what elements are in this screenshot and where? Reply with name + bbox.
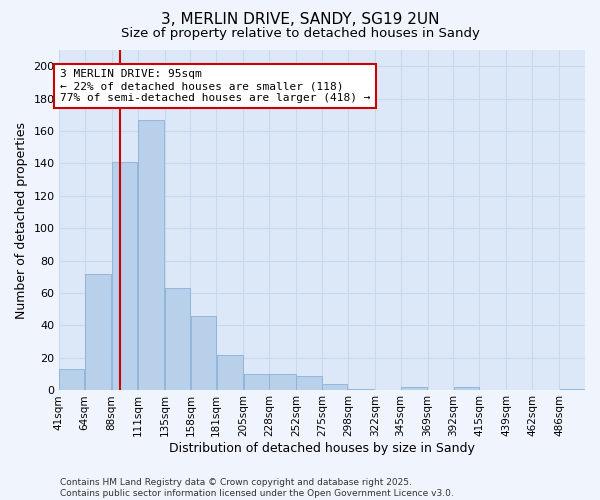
Bar <box>217 354 243 390</box>
Bar <box>138 120 164 390</box>
Bar <box>244 374 269 390</box>
Bar <box>401 387 427 390</box>
Bar <box>85 274 111 390</box>
Bar <box>454 387 479 390</box>
Text: 3 MERLIN DRIVE: 95sqm
← 22% of detached houses are smaller (118)
77% of semi-det: 3 MERLIN DRIVE: 95sqm ← 22% of detached … <box>60 70 370 102</box>
Bar <box>112 162 137 390</box>
Bar <box>165 288 190 390</box>
Bar <box>191 316 216 390</box>
X-axis label: Distribution of detached houses by size in Sandy: Distribution of detached houses by size … <box>169 442 475 455</box>
Bar <box>322 384 347 390</box>
Bar <box>348 388 374 390</box>
Bar <box>269 374 296 390</box>
Y-axis label: Number of detached properties: Number of detached properties <box>15 122 28 318</box>
Text: Size of property relative to detached houses in Sandy: Size of property relative to detached ho… <box>121 28 479 40</box>
Bar <box>560 388 584 390</box>
Text: 3, MERLIN DRIVE, SANDY, SG19 2UN: 3, MERLIN DRIVE, SANDY, SG19 2UN <box>161 12 439 28</box>
Bar <box>59 369 85 390</box>
Bar <box>296 376 322 390</box>
Text: Contains HM Land Registry data © Crown copyright and database right 2025.
Contai: Contains HM Land Registry data © Crown c… <box>60 478 454 498</box>
